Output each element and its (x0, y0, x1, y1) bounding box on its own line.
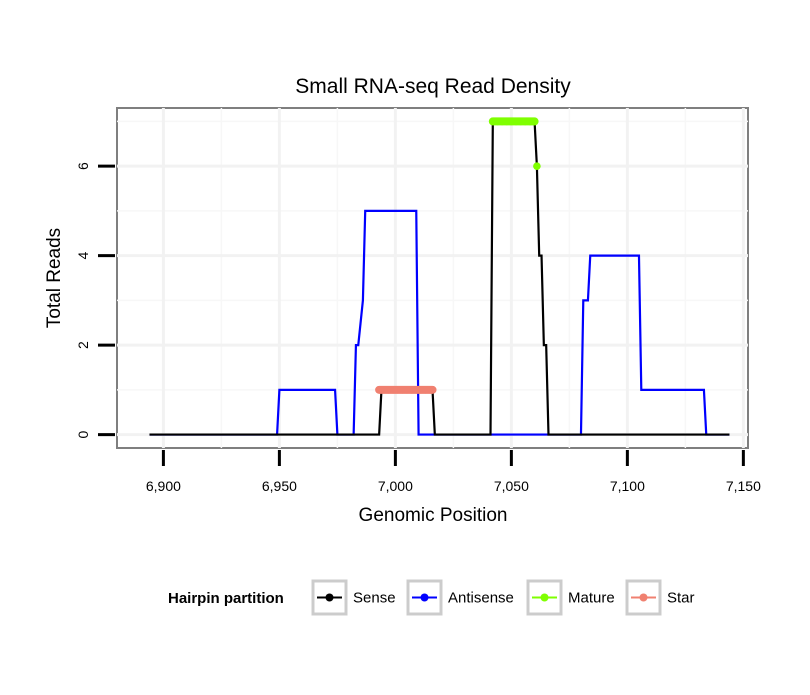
x-tick-label: 7,100 (610, 478, 645, 494)
chart-title: Small RNA-seq Read Density (295, 75, 571, 98)
x-axis-label: Genomic Position (359, 505, 508, 526)
legend: Hairpin partition Sense Antisense Mature St… (168, 579, 695, 616)
legend-label-sense: Sense (353, 590, 396, 607)
x-tick-label: 7,150 (726, 478, 761, 494)
x-tick-label: 7,000 (378, 478, 413, 494)
legend-label-antisense: Antisense (448, 590, 514, 607)
x-tick-label: 7,050 (494, 478, 529, 494)
legend-key-point-sense (325, 593, 334, 602)
x-tick-label: 6,900 (146, 478, 181, 494)
series-point-mature (530, 117, 539, 126)
y-axis-label: Total Reads (44, 228, 65, 328)
legend-label-mature: Mature (568, 590, 615, 607)
series-line-antisense (149, 209, 730, 436)
legend-title: Hairpin partition (168, 590, 284, 607)
legend-key-point-antisense (420, 593, 429, 602)
x-tick-label: 6,950 (262, 478, 297, 494)
axis-layer: 6,900 6,950 7,000 7,050 7,100 7,150 0 2 4 6 (75, 162, 761, 494)
y-tick-label: 2 (75, 341, 91, 349)
y-tick-label: 6 (75, 162, 91, 170)
y-tick-label: 0 (75, 430, 91, 438)
series-point-star (428, 386, 437, 394)
legend-key-point-mature (540, 593, 549, 602)
series-layer (149, 117, 730, 436)
y-tick-label: 4 (75, 252, 91, 260)
series-point-mature (533, 162, 541, 170)
legend-key-point-star (639, 593, 648, 602)
legend-label-star: Star (667, 590, 695, 607)
